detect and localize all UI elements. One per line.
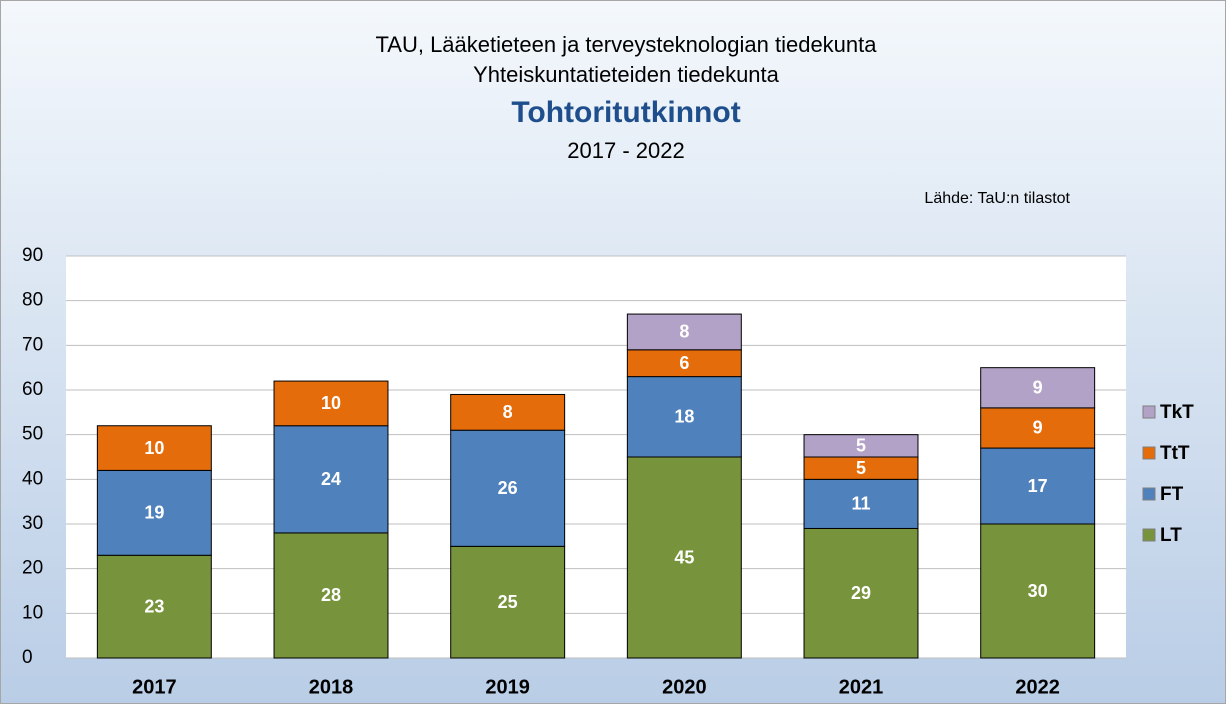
bar-segment xyxy=(450,393,566,431)
legend-swatch xyxy=(1142,446,1156,460)
bar-segment xyxy=(980,447,1096,525)
data-label: 11 xyxy=(851,494,870,514)
data-label: 10 xyxy=(321,393,341,413)
bar-segment xyxy=(273,380,389,427)
data-label: 23 xyxy=(144,596,164,616)
legend-label: LT xyxy=(1160,525,1182,546)
subtitle: 2017 - 2022 xyxy=(567,138,684,163)
legend-swatch xyxy=(1142,405,1156,419)
y-tick-label: 90 xyxy=(22,245,43,266)
y-tick-label: 20 xyxy=(22,558,43,579)
supertitle: TAU, Lääketieteen ja terveysteknologian … xyxy=(375,32,877,57)
bar-segment xyxy=(450,429,566,547)
data-label: 5 xyxy=(856,436,866,456)
data-label: 28 xyxy=(321,585,341,605)
data-label: 45 xyxy=(674,547,694,567)
legend-label: FT xyxy=(1160,484,1184,505)
data-label: 8 xyxy=(679,322,689,342)
bar-segment xyxy=(980,407,1096,449)
bar-segment xyxy=(626,313,742,351)
legend-label: TkT xyxy=(1160,402,1194,423)
bar-segment xyxy=(803,478,919,529)
x-tick-label: 2017 xyxy=(132,676,177,698)
bar-segment xyxy=(96,554,212,659)
legend-swatch xyxy=(1142,528,1156,542)
x-tick-label: 2019 xyxy=(485,676,530,698)
bar-segment xyxy=(450,545,566,659)
data-label: 9 xyxy=(1033,418,1043,438)
x-tick-label: 2018 xyxy=(309,676,354,698)
data-label: 17 xyxy=(1028,476,1048,496)
bar-segment xyxy=(273,425,389,534)
data-label: 5 xyxy=(856,458,866,478)
bar-segment xyxy=(96,469,212,556)
y-tick-label: 30 xyxy=(22,513,43,534)
y-tick-label: 60 xyxy=(22,379,43,400)
bar-segment xyxy=(980,523,1096,659)
y-tick-label: 70 xyxy=(22,334,43,355)
plot-area xyxy=(66,256,1126,658)
data-label: 9 xyxy=(1033,378,1043,398)
y-tick-label: 40 xyxy=(22,468,43,489)
bar-segment xyxy=(626,456,742,659)
bar-segment xyxy=(273,532,389,659)
data-label: 18 xyxy=(674,407,694,427)
supertitle: Yhteiskuntatieteiden tiedekunta xyxy=(473,62,780,87)
data-label: 24 xyxy=(321,469,341,489)
data-label: 19 xyxy=(144,503,164,523)
data-label: 10 xyxy=(144,438,164,458)
y-tick-label: 80 xyxy=(22,290,43,311)
x-tick-label: 2022 xyxy=(1015,676,1060,698)
data-label: 30 xyxy=(1028,581,1048,601)
legend-label: TtT xyxy=(1160,443,1190,464)
data-label: 8 xyxy=(503,402,513,422)
bar-segment xyxy=(626,349,742,378)
y-tick-label: 50 xyxy=(22,424,43,445)
chart-title: Tohtoritutkinnot xyxy=(511,96,740,129)
y-tick-label: 0 xyxy=(22,647,33,668)
bar-segment xyxy=(980,367,1096,409)
data-label: 6 xyxy=(679,353,689,373)
bar-segment xyxy=(626,376,742,458)
data-label: 26 xyxy=(498,478,518,498)
annotation: Lähde: TaU:n tilastot xyxy=(924,190,1070,207)
data-label: 29 xyxy=(851,583,871,603)
bar-segment xyxy=(803,434,919,458)
data-label: 25 xyxy=(498,592,518,612)
x-tick-label: 2021 xyxy=(839,676,884,698)
legend-swatch xyxy=(1142,487,1156,501)
x-tick-label: 2020 xyxy=(662,676,707,698)
y-tick-label: 10 xyxy=(22,602,43,623)
bar-segment xyxy=(96,425,212,471)
